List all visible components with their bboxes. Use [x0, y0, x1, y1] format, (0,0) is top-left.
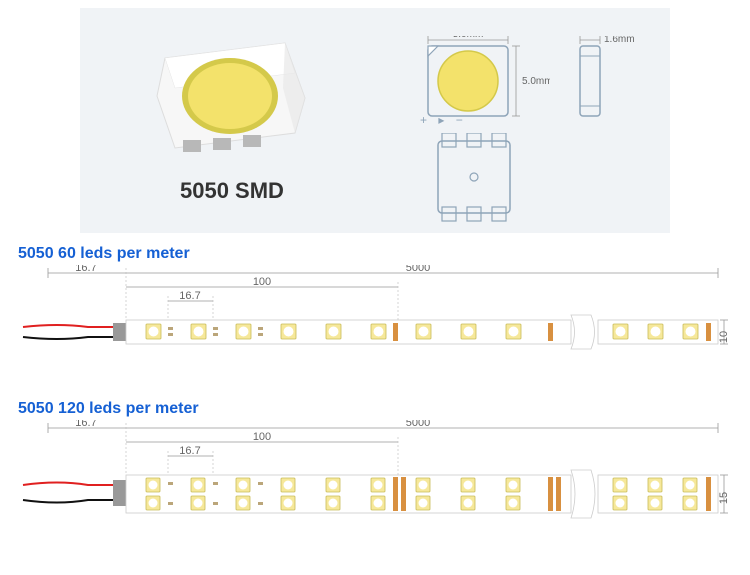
strip-diagram-120: 16.7 5000 100 16.7 — [18, 420, 738, 565]
dim-5000: 5000 — [406, 265, 430, 274]
dim-width-label: 5.0mm — [453, 36, 484, 40]
led-3d-illustration — [135, 38, 315, 168]
tech-drawing-bottom — [430, 133, 520, 223]
tech-drawing-side: 1.6mm — [570, 36, 650, 131]
dim-10: 10 — [718, 331, 730, 343]
dim-15: 15 — [718, 492, 730, 504]
top-panel: 5050 SMD 5.0mm 5.0mm 1.6mm + ▸ − — [80, 8, 670, 233]
strip-diagram-60: 16.7 5000 100 16.7 10 — [18, 265, 738, 390]
dim-thickness-label: 1.6mm — [604, 36, 635, 45]
dim-167a: 16.7 — [75, 265, 96, 274]
section-title-120: 5050 120 leds per meter — [18, 400, 199, 418]
dim2-167b: 16.7 — [179, 445, 200, 457]
polarity-marks: + ▸ − — [420, 113, 467, 127]
product-title: 5050 SMD — [180, 178, 284, 204]
dim2-5000: 5000 — [406, 420, 430, 429]
dim-height-label: 5.0mm — [522, 76, 550, 87]
dim-167b: 16.7 — [179, 290, 200, 302]
section-title-60: 5050 60 leds per meter — [18, 245, 190, 263]
dim2-100: 100 — [253, 431, 271, 443]
dim-100: 100 — [253, 276, 271, 288]
dim2-167a: 16.7 — [75, 420, 96, 429]
